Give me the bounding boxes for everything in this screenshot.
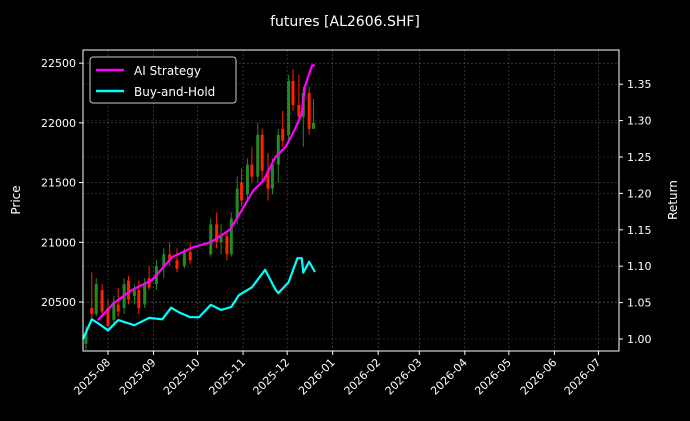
legend-box (89, 56, 237, 104)
x-tick-label: 2025-11 (206, 356, 248, 398)
x-tick-label: 2025-08 (71, 356, 113, 398)
candle-body (270, 164, 274, 189)
y-axis-left: 20500 21000 21500 22000 22500 (41, 57, 83, 309)
candle-body (225, 236, 229, 255)
candle-body (84, 331, 88, 344)
candle-body (182, 251, 186, 267)
candle-body (276, 134, 280, 165)
candle-body (219, 236, 223, 243)
x-tick-label: 2026-03 (383, 356, 425, 398)
candle-body (297, 104, 301, 117)
y-axis-right: 1.00 1.05 1.10 1.15 1.20 1.25 1.30 1.35 (619, 78, 652, 346)
y-axis-label: Price (9, 185, 23, 214)
candle-body (147, 278, 151, 288)
y-right-tick-label: 1.35 (627, 78, 652, 91)
x-tick-label: 2026-05 (472, 356, 514, 398)
y-right-tick-label: 1.25 (627, 151, 652, 164)
y-tick-label: 20500 (41, 296, 76, 309)
candle-body (175, 260, 179, 269)
x-tick-label: 2025-10 (161, 356, 203, 398)
candle-body (307, 93, 311, 129)
x-tick-label: 2026-02 (342, 356, 384, 398)
grid (83, 50, 619, 351)
y-right-tick-label: 1.20 (627, 187, 652, 200)
y-right-tick-label: 1.00 (627, 333, 652, 346)
candle-body (260, 134, 264, 171)
candle-body (281, 128, 285, 141)
candle-body (256, 134, 260, 177)
y-right-tick-label: 1.30 (627, 115, 652, 128)
y-right-tick-label: 1.10 (627, 260, 652, 273)
y-right-tick-label: 1.15 (627, 224, 652, 237)
candle-body (162, 254, 166, 267)
candle-body (287, 81, 291, 135)
candle-body (106, 308, 110, 326)
candle-body (188, 251, 192, 261)
candle-body (90, 308, 94, 314)
candle-body (266, 170, 270, 189)
candles (84, 69, 316, 350)
y-tick-label: 21500 (41, 177, 76, 190)
legend-label-bh: Buy-and-Hold (134, 85, 215, 99)
candle-body (112, 302, 116, 320)
x-tick-label: 2026-06 (518, 356, 560, 398)
candle-body (132, 290, 136, 297)
candle-body (137, 290, 141, 308)
x-tick-label: 2026-07 (562, 356, 604, 398)
x-axis: 2025-08 2025-09 2025-10 2025-11 2025-12 2026-… (71, 351, 604, 398)
candle-body (215, 224, 219, 243)
candle-body (127, 280, 131, 300)
x-tick-label: 2025-12 (251, 356, 293, 398)
candle-body (168, 254, 172, 261)
legend: AI Strategy Buy-and-Hold (89, 56, 237, 104)
candle-body (250, 164, 254, 177)
candle-body (291, 81, 295, 105)
plot-frame (82, 49, 620, 352)
candle-body (116, 304, 120, 312)
y-right-tick-label: 1.05 (627, 297, 652, 310)
legend-label-ai: AI Strategy (134, 64, 201, 78)
candle-body (235, 188, 239, 219)
y-axis-right-label: Return (666, 180, 680, 220)
y-tick-label: 21000 (41, 236, 76, 249)
candle-body (94, 284, 98, 314)
candle-body (143, 284, 147, 305)
series-lines (81, 64, 316, 340)
y-tick-label: 22000 (41, 117, 76, 130)
y-tick-label: 22500 (41, 57, 76, 70)
x-tick-label: 2026-01 (296, 356, 338, 398)
buy-and-hold-line (81, 257, 316, 340)
candle-body (209, 224, 213, 255)
candle-body (312, 122, 316, 129)
ai-strategy-line (96, 64, 315, 321)
candle-body (245, 164, 249, 195)
chart-title: futures [AL2606.SHF] (270, 14, 420, 30)
candle-body (229, 218, 233, 255)
x-tick-label: 2025-09 (117, 356, 159, 398)
candle-body (100, 290, 104, 312)
x-tick-label: 2026-04 (428, 356, 470, 398)
candle-body (240, 182, 244, 201)
